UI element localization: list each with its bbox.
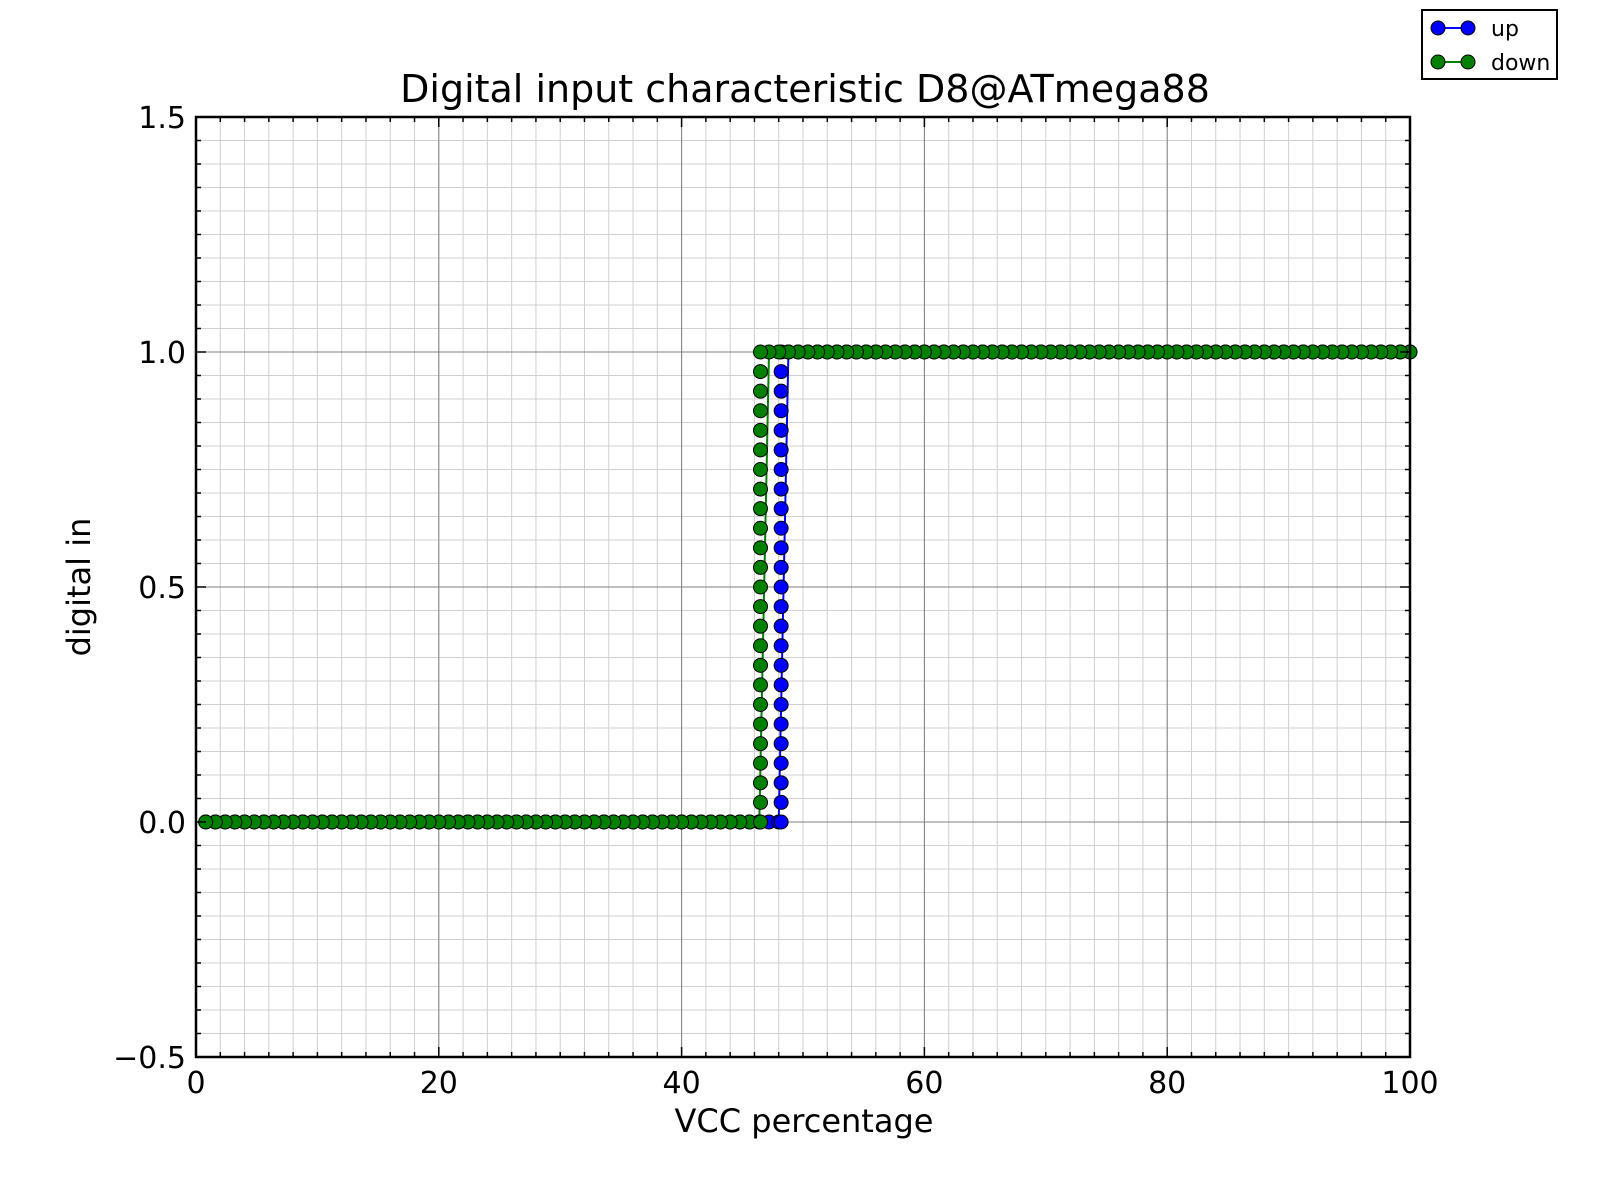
y-tick-label: −0.5	[113, 1041, 186, 1076]
transition-point-down	[753, 520, 769, 536]
transition-point-down	[753, 638, 769, 654]
y-tick-label: 1.5	[138, 101, 186, 136]
x-axis-label: VCC percentage	[675, 1102, 934, 1140]
series-down	[198, 344, 1418, 830]
transition-point-down	[753, 618, 769, 634]
y-tick-label: 1.0	[138, 336, 186, 371]
x-tick-label: 60	[905, 1066, 943, 1101]
chart-title: Digital input characteristic D8@ATmega88	[400, 67, 1210, 111]
transition-point-down	[753, 736, 769, 752]
y-axis-label: digital in	[60, 518, 98, 657]
transition-point-down	[753, 775, 769, 791]
transition-point-down	[753, 814, 769, 830]
transition-point-down	[753, 364, 769, 380]
transition-point-up	[773, 481, 789, 497]
x-tick-label: 40	[663, 1066, 701, 1101]
legend-label-down: down	[1491, 51, 1550, 76]
transition-point-down	[753, 716, 769, 732]
x-tick-labels: 0 20 40 60 80 100	[186, 1066, 1438, 1101]
transition-point-up	[773, 618, 789, 634]
transition-point-down	[753, 540, 769, 556]
transition-point-down	[753, 599, 769, 615]
transition-point-up	[773, 657, 789, 673]
y-tick-label: 0.5	[138, 571, 186, 606]
x-tick-label: 80	[1148, 1066, 1186, 1101]
legend-marker-up	[1460, 20, 1476, 36]
transition-point-up	[773, 638, 789, 654]
legend-marker-down	[1460, 54, 1476, 70]
transition-point-down	[753, 462, 769, 477]
transition-point-up	[773, 364, 789, 380]
series-layer	[198, 344, 1418, 830]
transition-point-up	[773, 775, 789, 791]
transition-point-up	[773, 579, 789, 595]
transition-point-down	[753, 677, 769, 693]
transition-point-up	[773, 697, 789, 712]
transition-point-up	[773, 599, 789, 615]
transition-point-down	[753, 501, 769, 517]
transition-point-up	[773, 442, 789, 458]
transition-point-down	[753, 794, 769, 810]
transition-point-up	[773, 559, 789, 575]
transition-point-down	[753, 403, 769, 419]
legend-marker-down	[1430, 54, 1446, 70]
transition-point-down	[753, 422, 769, 438]
transition-point-up	[773, 755, 789, 771]
transition-point-up	[773, 520, 789, 536]
transition-point-down	[753, 657, 769, 673]
transition-point-down	[753, 383, 769, 399]
transition-point-down	[753, 481, 769, 497]
transition-point-up	[773, 422, 789, 438]
x-tick-label: 20	[420, 1066, 458, 1101]
legend-entry-up: up	[1430, 17, 1519, 42]
legend-frame	[1421, 9, 1558, 80]
x-tick-label: 0	[186, 1066, 205, 1101]
transition-down	[753, 344, 769, 830]
transition-point-up	[773, 403, 789, 419]
transition-point-up	[773, 814, 789, 830]
transition-point-up	[773, 677, 789, 693]
transition-point-down	[753, 442, 769, 458]
tick-marks	[195, 116, 1411, 1058]
transition-up	[773, 344, 789, 830]
legend: up down	[1421, 9, 1558, 80]
transition-point-down	[753, 344, 769, 360]
legend-label-up: up	[1491, 17, 1519, 42]
y-tick-label: 0.0	[138, 806, 186, 841]
transition-point-up	[773, 540, 789, 556]
transition-point-down	[753, 579, 769, 595]
y-tick-labels: −0.5 0.0 0.5 1.0 1.5	[113, 101, 186, 1076]
transition-point-down	[753, 697, 769, 712]
x-tick-label: 100	[1381, 1066, 1438, 1101]
transition-point-up	[773, 462, 789, 477]
transition-point-up	[773, 716, 789, 732]
transition-point-up	[773, 794, 789, 810]
transition-point-up	[773, 383, 789, 399]
transition-point-up	[773, 736, 789, 752]
transition-point-down	[753, 559, 769, 575]
legend-marker-up	[1430, 20, 1446, 36]
transition-point-down	[753, 755, 769, 771]
legend-entry-down: down	[1430, 51, 1550, 76]
transition-point-up	[773, 501, 789, 517]
